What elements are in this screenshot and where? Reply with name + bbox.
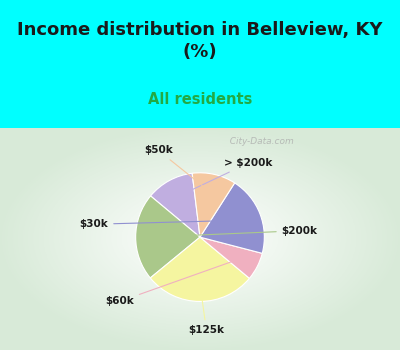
Wedge shape: [136, 196, 200, 278]
Wedge shape: [150, 173, 200, 237]
Wedge shape: [192, 173, 235, 237]
Text: > $200k: > $200k: [180, 158, 272, 195]
Text: $60k: $60k: [105, 259, 238, 307]
Wedge shape: [200, 183, 264, 253]
Text: City-Data.com: City-Data.com: [224, 138, 293, 146]
Text: $30k: $30k: [80, 219, 240, 229]
Text: All residents: All residents: [148, 92, 252, 107]
Wedge shape: [200, 237, 262, 278]
Text: Income distribution in Belleview, KY
(%): Income distribution in Belleview, KY (%): [17, 21, 383, 61]
Wedge shape: [150, 237, 250, 301]
Text: $125k: $125k: [188, 286, 224, 335]
Text: $200k: $200k: [156, 226, 318, 237]
Text: $50k: $50k: [144, 145, 208, 190]
